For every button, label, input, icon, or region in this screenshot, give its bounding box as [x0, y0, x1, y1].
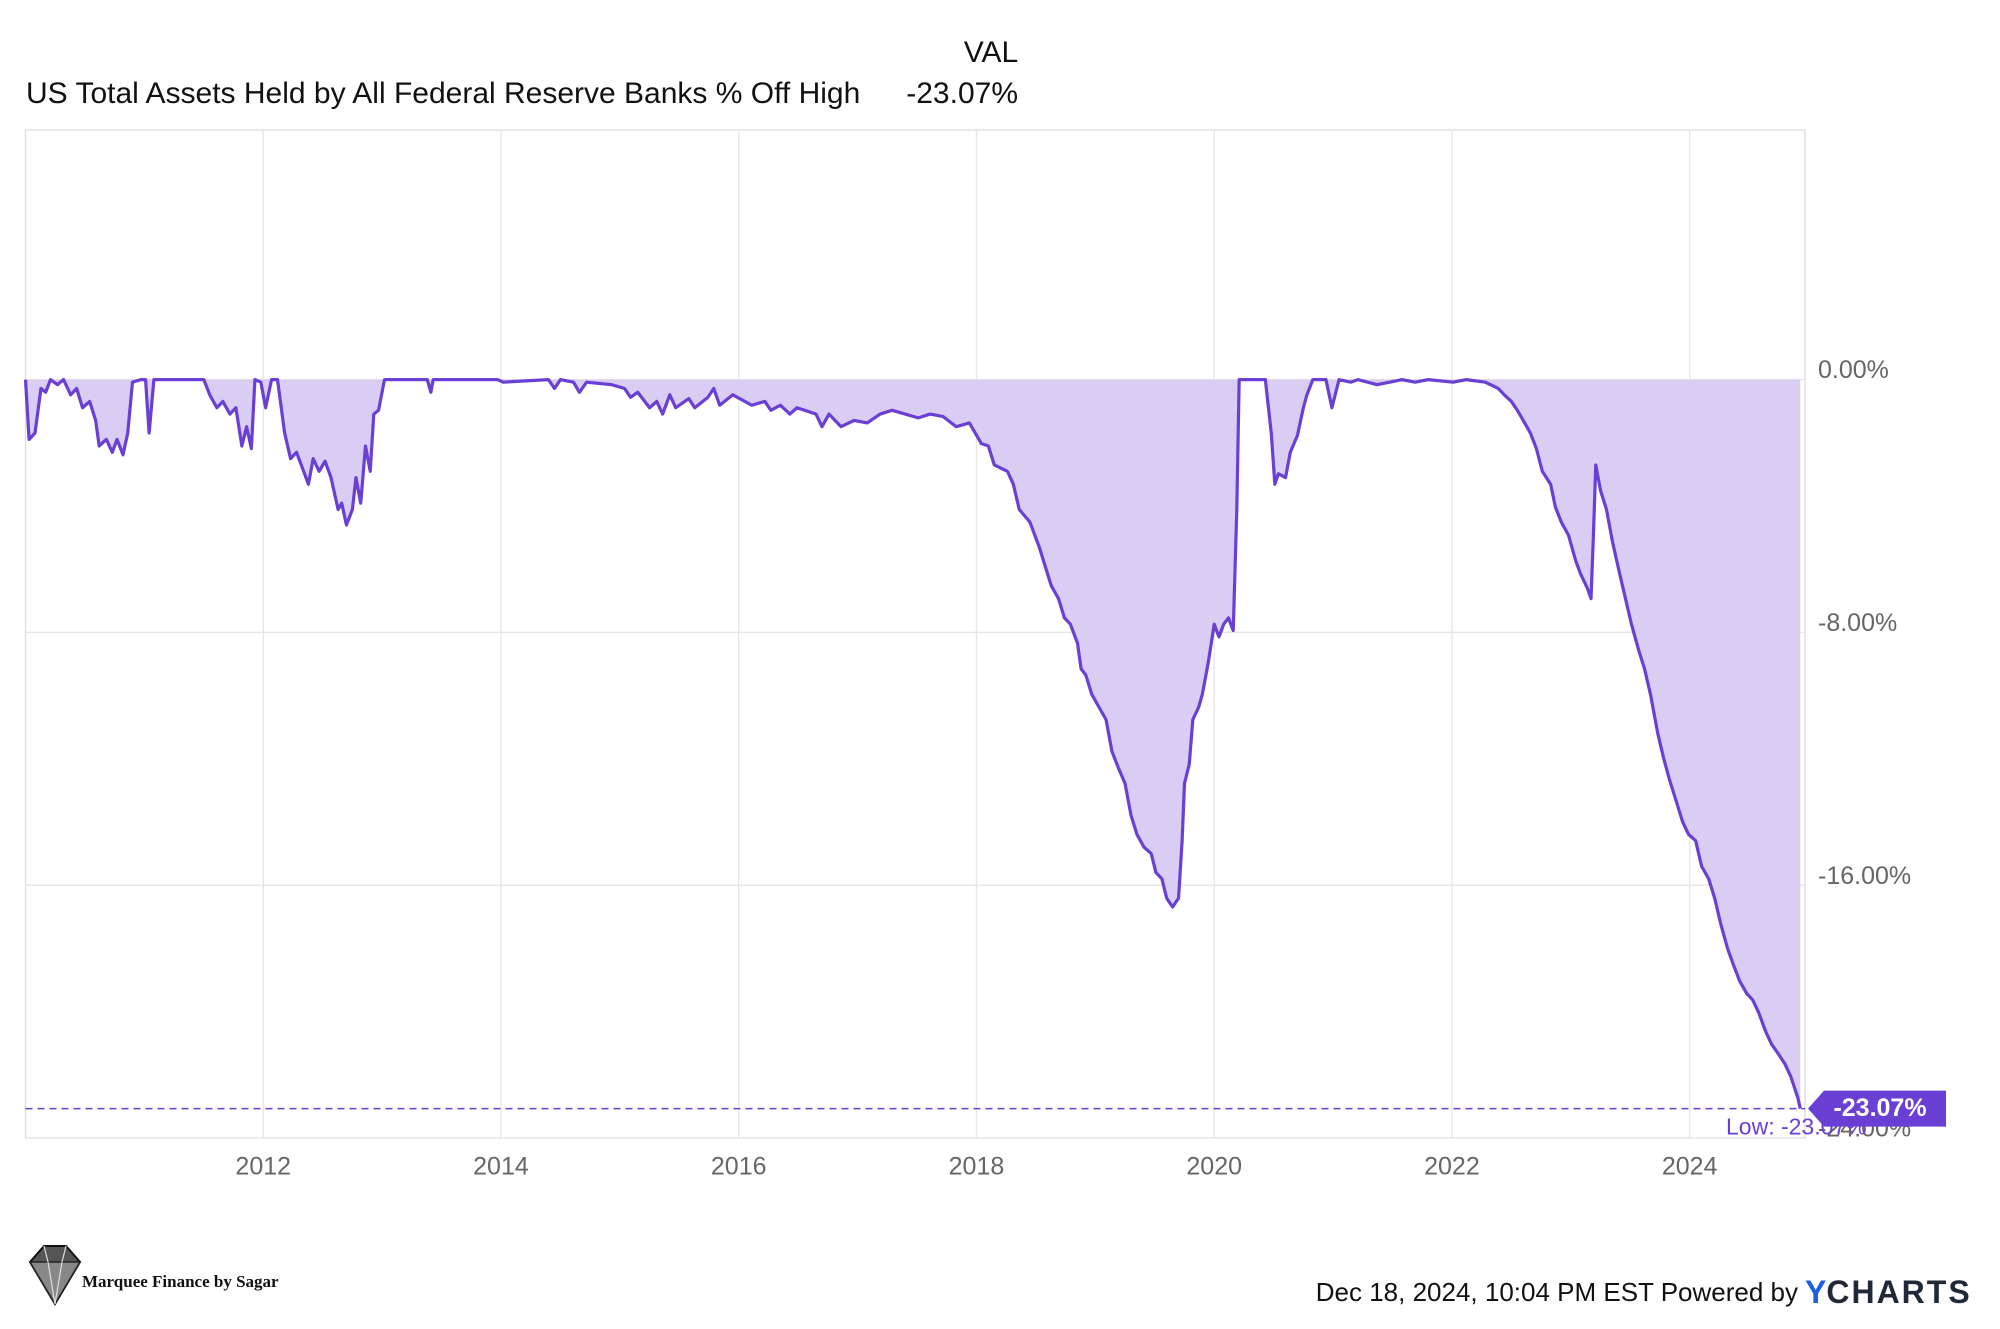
- header-value: -23.07%: [906, 77, 1018, 110]
- brand-y: Y: [1805, 1274, 1826, 1310]
- plot-area: 2012 2014 2016 2018 2020 2022 2024 0.00% -8.00% -…: [23, 130, 1946, 1181]
- x-tick-label: 2012: [235, 1153, 291, 1181]
- x-tick-label: 2022: [1424, 1153, 1480, 1181]
- brand-rest: CHARTS: [1826, 1274, 1971, 1310]
- chart-title: US Total Assets Held by All Federal Rese…: [26, 77, 860, 110]
- x-tick-label: 2020: [1186, 1153, 1242, 1181]
- watermark-text: Marquee Finance by Sagar: [82, 1272, 279, 1291]
- area-fill: [25, 379, 1801, 1109]
- y-tick-label: -8.00%: [1818, 609, 1897, 637]
- x-tick-label: 2024: [1662, 1153, 1718, 1181]
- footer-timestamp: Dec 18, 2024, 10:04 PM EST Powered by: [1316, 1277, 1798, 1307]
- y-tick-label: 0.00%: [1818, 356, 1889, 384]
- last-value-label: -23.07%: [1833, 1094, 1926, 1122]
- line: [23, 378, 1802, 1109]
- x-tick-label: 2014: [473, 1153, 529, 1181]
- plot-frame: [24, 129, 1806, 1139]
- watermark-logo: [28, 1245, 82, 1306]
- brand-logo: YCHARTS: [1805, 1274, 1972, 1310]
- x-tick-label: 2018: [949, 1153, 1005, 1181]
- x-tick-label: 2016: [711, 1153, 767, 1181]
- last-value-badge: [1808, 1090, 1946, 1127]
- y-tick-label: -16.00%: [1818, 862, 1911, 890]
- header-label: VAL: [964, 36, 1018, 69]
